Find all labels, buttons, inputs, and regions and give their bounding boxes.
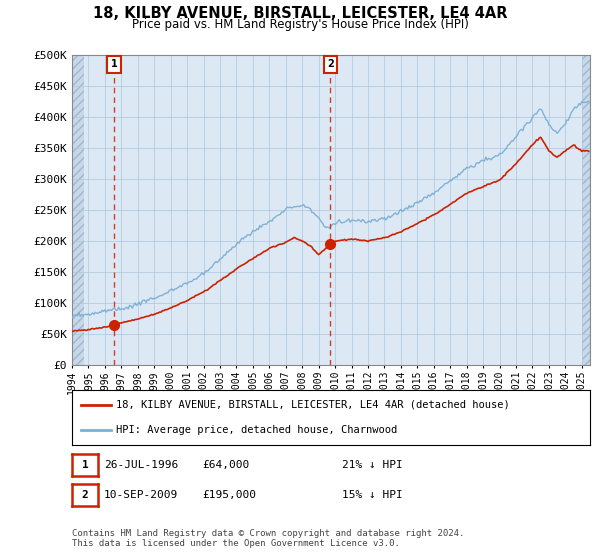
Text: 10-SEP-2009: 10-SEP-2009	[104, 490, 178, 500]
Text: Contains HM Land Registry data © Crown copyright and database right 2024.
This d: Contains HM Land Registry data © Crown c…	[72, 529, 464, 548]
Text: 18, KILBY AVENUE, BIRSTALL, LEICESTER, LE4 4AR (detached house): 18, KILBY AVENUE, BIRSTALL, LEICESTER, L…	[116, 400, 510, 410]
Text: 1: 1	[111, 59, 118, 69]
Text: 18, KILBY AVENUE, BIRSTALL, LEICESTER, LE4 4AR: 18, KILBY AVENUE, BIRSTALL, LEICESTER, L…	[93, 6, 507, 21]
Text: £64,000: £64,000	[202, 460, 249, 470]
Text: 2: 2	[327, 59, 334, 69]
Bar	[72, 55, 83, 365]
Bar	[582, 55, 590, 365]
Text: 15% ↓ HPI: 15% ↓ HPI	[342, 490, 403, 500]
Text: 21% ↓ HPI: 21% ↓ HPI	[342, 460, 403, 470]
Text: Price paid vs. HM Land Registry's House Price Index (HPI): Price paid vs. HM Land Registry's House …	[131, 18, 469, 31]
Text: 26-JUL-1996: 26-JUL-1996	[104, 460, 178, 470]
Text: HPI: Average price, detached house, Charnwood: HPI: Average price, detached house, Char…	[116, 425, 397, 435]
Text: 1: 1	[82, 460, 88, 470]
Text: 2: 2	[82, 490, 88, 500]
Text: £195,000: £195,000	[202, 490, 256, 500]
